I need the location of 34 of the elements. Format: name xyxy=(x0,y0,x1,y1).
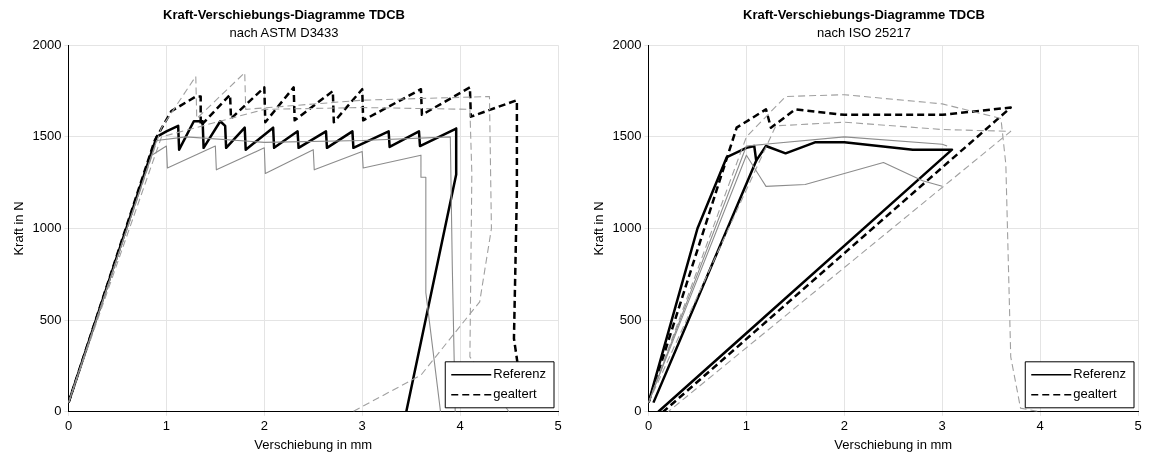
y-tick-label: 0 xyxy=(634,403,642,419)
x-tick-label: 2 xyxy=(260,418,268,434)
x-tick-label: 3 xyxy=(358,418,366,434)
chart-subtitle: nach ISO 25217 xyxy=(817,24,911,40)
chart-subtitle: nach ASTM D3433 xyxy=(229,24,339,40)
y-tick-label: 1500 xyxy=(612,128,642,144)
x-axis-title: Verschiebung in mm xyxy=(254,436,373,452)
y-tick-label: 1500 xyxy=(32,128,62,144)
y-tick-label: 1000 xyxy=(612,220,642,236)
x-tick-label: 5 xyxy=(1134,418,1142,434)
legend-label: gealtert xyxy=(493,386,537,402)
legend-label: gealtert xyxy=(1073,386,1117,402)
x-tick-label: 2 xyxy=(840,418,848,434)
y-axis-title: Kraft in N xyxy=(591,201,607,256)
x-tick-label: 4 xyxy=(1036,418,1044,434)
y-tick-label: 1000 xyxy=(32,220,62,236)
y-axis-title: Kraft in N xyxy=(11,201,27,256)
y-tick-label: 0 xyxy=(54,403,62,419)
x-tick-label: 3 xyxy=(938,418,946,434)
chart-title: Kraft-Verschiebungs-Diagramme TDCB xyxy=(163,7,405,23)
x-tick-label: 5 xyxy=(554,418,562,434)
y-tick-label: 500 xyxy=(39,311,62,327)
x-tick-label: 1 xyxy=(162,418,171,434)
x-tick-label: 4 xyxy=(456,418,464,434)
x-tick-label: 1 xyxy=(742,418,751,434)
legend-label: Referenz xyxy=(1073,366,1126,382)
y-tick-label: 2000 xyxy=(32,36,62,52)
x-tick-label: 0 xyxy=(64,418,73,434)
legend-label: Referenz xyxy=(493,366,546,382)
y-tick-label: 500 xyxy=(619,311,642,327)
y-tick-label: 2000 xyxy=(612,36,642,52)
chart-title: Kraft-Verschiebungs-Diagramme TDCB xyxy=(743,7,985,23)
x-axis-title: Verschiebung in mm xyxy=(834,436,953,452)
x-tick-label: 0 xyxy=(644,418,653,434)
